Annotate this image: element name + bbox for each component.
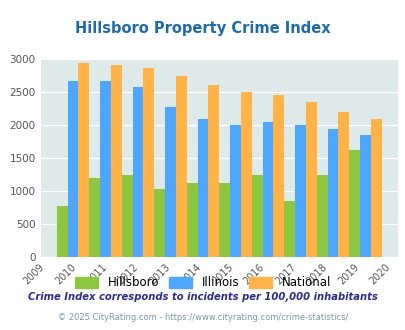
Bar [316, 175, 327, 257]
Bar [219, 183, 230, 257]
Bar [57, 206, 68, 257]
Bar [186, 183, 197, 257]
Bar [284, 201, 294, 257]
Bar [262, 122, 273, 257]
Bar [175, 76, 186, 257]
Text: © 2025 CityRating.com - https://www.cityrating.com/crime-statistics/: © 2025 CityRating.com - https://www.city… [58, 313, 347, 322]
Bar [348, 150, 359, 257]
Legend: Hillsboro, Illinois, National: Hillsboro, Illinois, National [70, 272, 335, 294]
Bar [165, 107, 175, 257]
Text: Hillsboro Property Crime Index: Hillsboro Property Crime Index [75, 21, 330, 36]
Bar [89, 178, 100, 257]
Bar [359, 135, 370, 257]
Bar [143, 68, 154, 257]
Bar [208, 85, 219, 257]
Bar [197, 119, 208, 257]
Bar [78, 63, 89, 257]
Bar [327, 129, 337, 257]
Text: Crime Index corresponds to incidents per 100,000 inhabitants: Crime Index corresponds to incidents per… [28, 292, 377, 302]
Bar [122, 175, 132, 257]
Bar [251, 175, 262, 257]
Bar [370, 119, 381, 257]
Bar [100, 81, 111, 257]
Bar [68, 81, 78, 257]
Bar [337, 112, 348, 257]
Bar [154, 189, 165, 257]
Bar [305, 102, 316, 257]
Bar [111, 65, 122, 257]
Bar [273, 95, 283, 257]
Bar [132, 87, 143, 257]
Bar [240, 92, 251, 257]
Bar [230, 125, 240, 257]
Bar [294, 125, 305, 257]
